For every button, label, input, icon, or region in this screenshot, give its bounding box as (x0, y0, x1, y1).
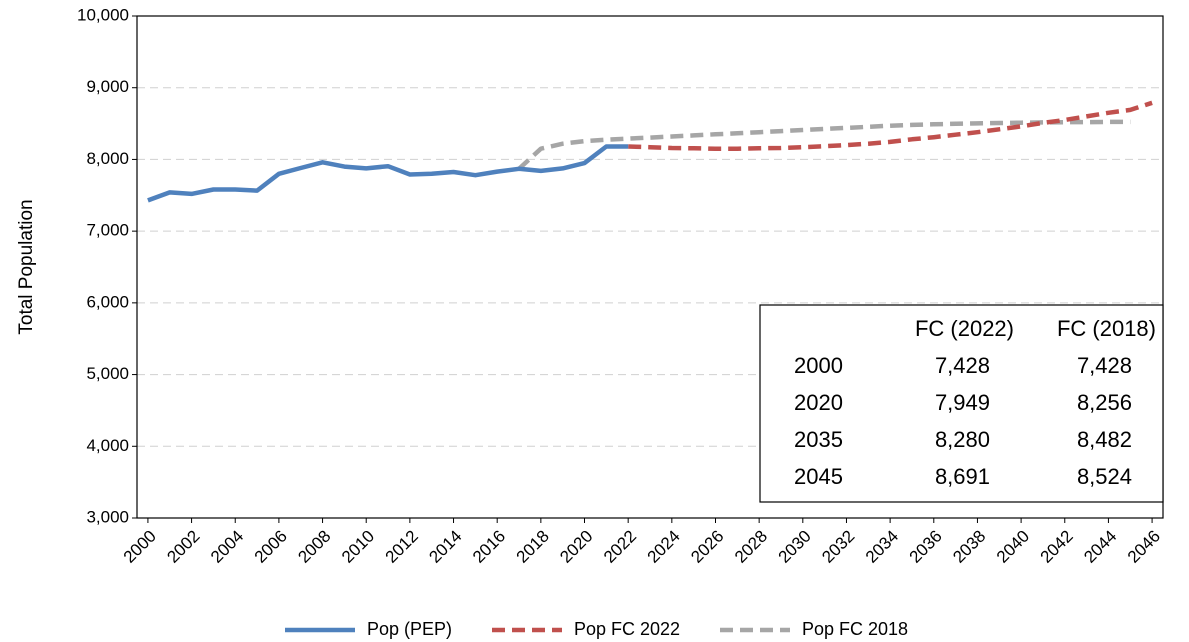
table-row-label: 2020 (794, 390, 843, 415)
table-cell: 8,524 (1077, 464, 1132, 489)
x-tick-label: 2032 (818, 527, 858, 567)
y-axis-title: Total Population (16, 199, 37, 334)
x-tick-label: 2042 (1037, 527, 1077, 567)
x-tick-label: 2030 (775, 527, 815, 567)
table-header: FC (2018) (1057, 316, 1156, 341)
table-row-label: 2035 (794, 427, 843, 452)
x-tick-label: 2036 (906, 527, 946, 567)
legend-label: Pop FC 2022 (574, 619, 680, 639)
y-tick-label: 6,000 (86, 292, 129, 311)
y-tick-label: 3,000 (86, 507, 129, 526)
table-row-label: 2045 (794, 464, 843, 489)
y-tick-label: 10,000 (77, 5, 129, 24)
y-tick-label: 4,000 (86, 436, 129, 455)
x-tick-label: 2010 (338, 527, 378, 567)
x-tick-label: 2046 (1124, 527, 1164, 567)
table-cell: 8,280 (935, 427, 990, 452)
x-tick-label: 2038 (949, 527, 989, 567)
x-tick-label: 2012 (382, 527, 422, 567)
table-box (759, 304, 1164, 503)
x-tick-label: 2016 (469, 527, 509, 567)
table-row-label: 2000 (794, 353, 843, 378)
x-tick-label: 2008 (294, 527, 334, 567)
plot-border (136, 15, 1164, 519)
table-cell: 8,256 (1077, 390, 1132, 415)
x-tick-label: 2014 (425, 527, 465, 567)
table-cell: 7,428 (935, 353, 990, 378)
x-tick-label: 2024 (644, 527, 684, 567)
x-tick-label: 2040 (993, 527, 1033, 567)
y-tick-label: 9,000 (86, 77, 129, 96)
table-cell: 8,482 (1077, 427, 1132, 452)
table-cell: 7,428 (1077, 353, 1132, 378)
y-tick-label: 8,000 (86, 149, 129, 168)
x-tick-label: 2022 (600, 527, 640, 567)
table-header: FC (2022) (915, 316, 1014, 341)
x-tick-label: 2004 (207, 527, 247, 567)
x-tick-label: 2002 (163, 527, 203, 567)
y-tick-label: 7,000 (86, 221, 129, 240)
series-line (147, 144, 629, 203)
x-tick-label: 2044 (1080, 527, 1120, 567)
table-cell: 8,691 (935, 464, 990, 489)
y-tick-label: 5,000 (86, 364, 129, 383)
series-line (517, 119, 1131, 171)
table-cell: 7,949 (935, 390, 990, 415)
x-tick-label: 2034 (862, 527, 902, 567)
legend-label: Pop FC 2018 (802, 619, 908, 639)
series-line (628, 100, 1153, 151)
legend-label: Pop (PEP) (367, 619, 452, 639)
x-tick-label: 2020 (556, 527, 596, 567)
x-tick-label: 2028 (731, 527, 771, 567)
x-tick-label: 2006 (251, 527, 291, 567)
x-tick-label: 2000 (120, 527, 160, 567)
x-tick-label: 2018 (513, 527, 553, 567)
x-tick-label: 2026 (687, 527, 727, 567)
